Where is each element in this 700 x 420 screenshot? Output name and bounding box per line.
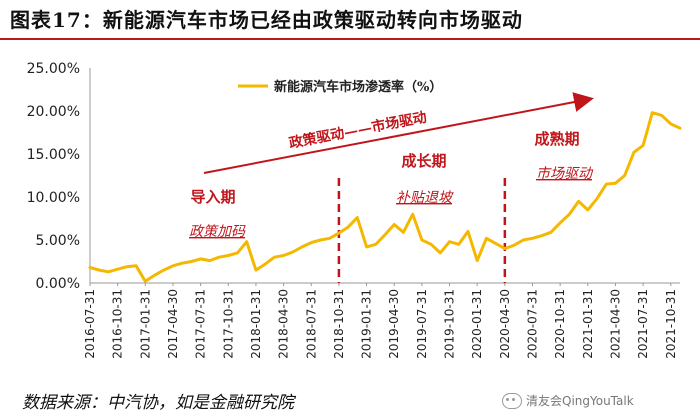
y-tick-label: 20.00% [27,104,80,120]
x-tick-label: 2019-10-31 [443,289,457,359]
wechat-icon [502,392,522,409]
y-tick-label: 0.00% [36,276,80,292]
penetration-line-chart: 0.00% 5.00% 10.00% 15.00% 20.00% 25.00% 2016-0… [27,61,682,359]
x-tick-label: 2018-07-31 [304,289,318,359]
x-tick-label: 2020-01-31 [470,289,484,359]
x-tick-label: 2016-07-31 [83,289,97,359]
phase-subtitle: 政策加码 [189,224,246,240]
x-tick-label: 2019-01-31 [360,289,374,359]
figure-title: 图表17：新能源汽车市场已经由政策驱动转向市场驱动 [10,8,523,32]
x-tick-label: 2021-10-31 [664,289,678,359]
legend-label: 新能源汽车市场渗透率（%） [274,79,442,95]
phase-title: 导入期 [190,188,235,206]
phase-title: 成长期 [401,152,446,170]
x-tick-label: 2020-04-30 [498,289,512,359]
x-tick-label: 2016-10-31 [111,289,125,359]
x-tick-label: 2019-07-31 [415,289,429,359]
x-tick-label: 2017-10-31 [221,289,235,359]
x-tick-label: 2018-04-30 [277,289,291,359]
x-tick-label: 2017-04-30 [166,289,180,359]
y-tick-label: 15.00% [27,147,80,163]
series-line-penetration [88,111,682,283]
title-rule [0,38,700,40]
source-note: 数据来源：中汽协，如是金融研究院 [22,393,294,413]
x-tick-label: 2017-07-31 [194,289,208,359]
x-tick-label: 2018-01-31 [249,289,263,359]
x-tick-label: 2021-04-30 [608,289,622,359]
x-tick-label: 2020-10-31 [553,289,567,359]
trend-arrow-label: 政策驱动——市场驱动 [288,109,429,152]
x-tick-label: 2020-07-31 [526,289,540,359]
y-tick-label: 5.00% [36,233,80,249]
watermark: 清友会QingYouTalk [502,392,634,409]
x-tick-label: 2019-04-30 [387,289,401,359]
trend-arrow [203,92,594,174]
y-tick-label: 25.00% [27,61,80,77]
phase-title: 成熟期 [534,130,579,148]
x-tick-label: 2018-10-31 [332,289,346,359]
x-tick-label: 2017-01-31 [138,289,152,359]
watermark-text: 清友会QingYouTalk [526,394,634,408]
x-tick-label: 2021-01-31 [581,289,595,359]
y-tick-label: 10.00% [27,190,80,206]
x-tick-label: 2021-07-31 [636,289,650,359]
phase-subtitle: 市场驱动 [536,166,594,182]
phase-subtitle: 补贴退坡 [396,190,454,206]
